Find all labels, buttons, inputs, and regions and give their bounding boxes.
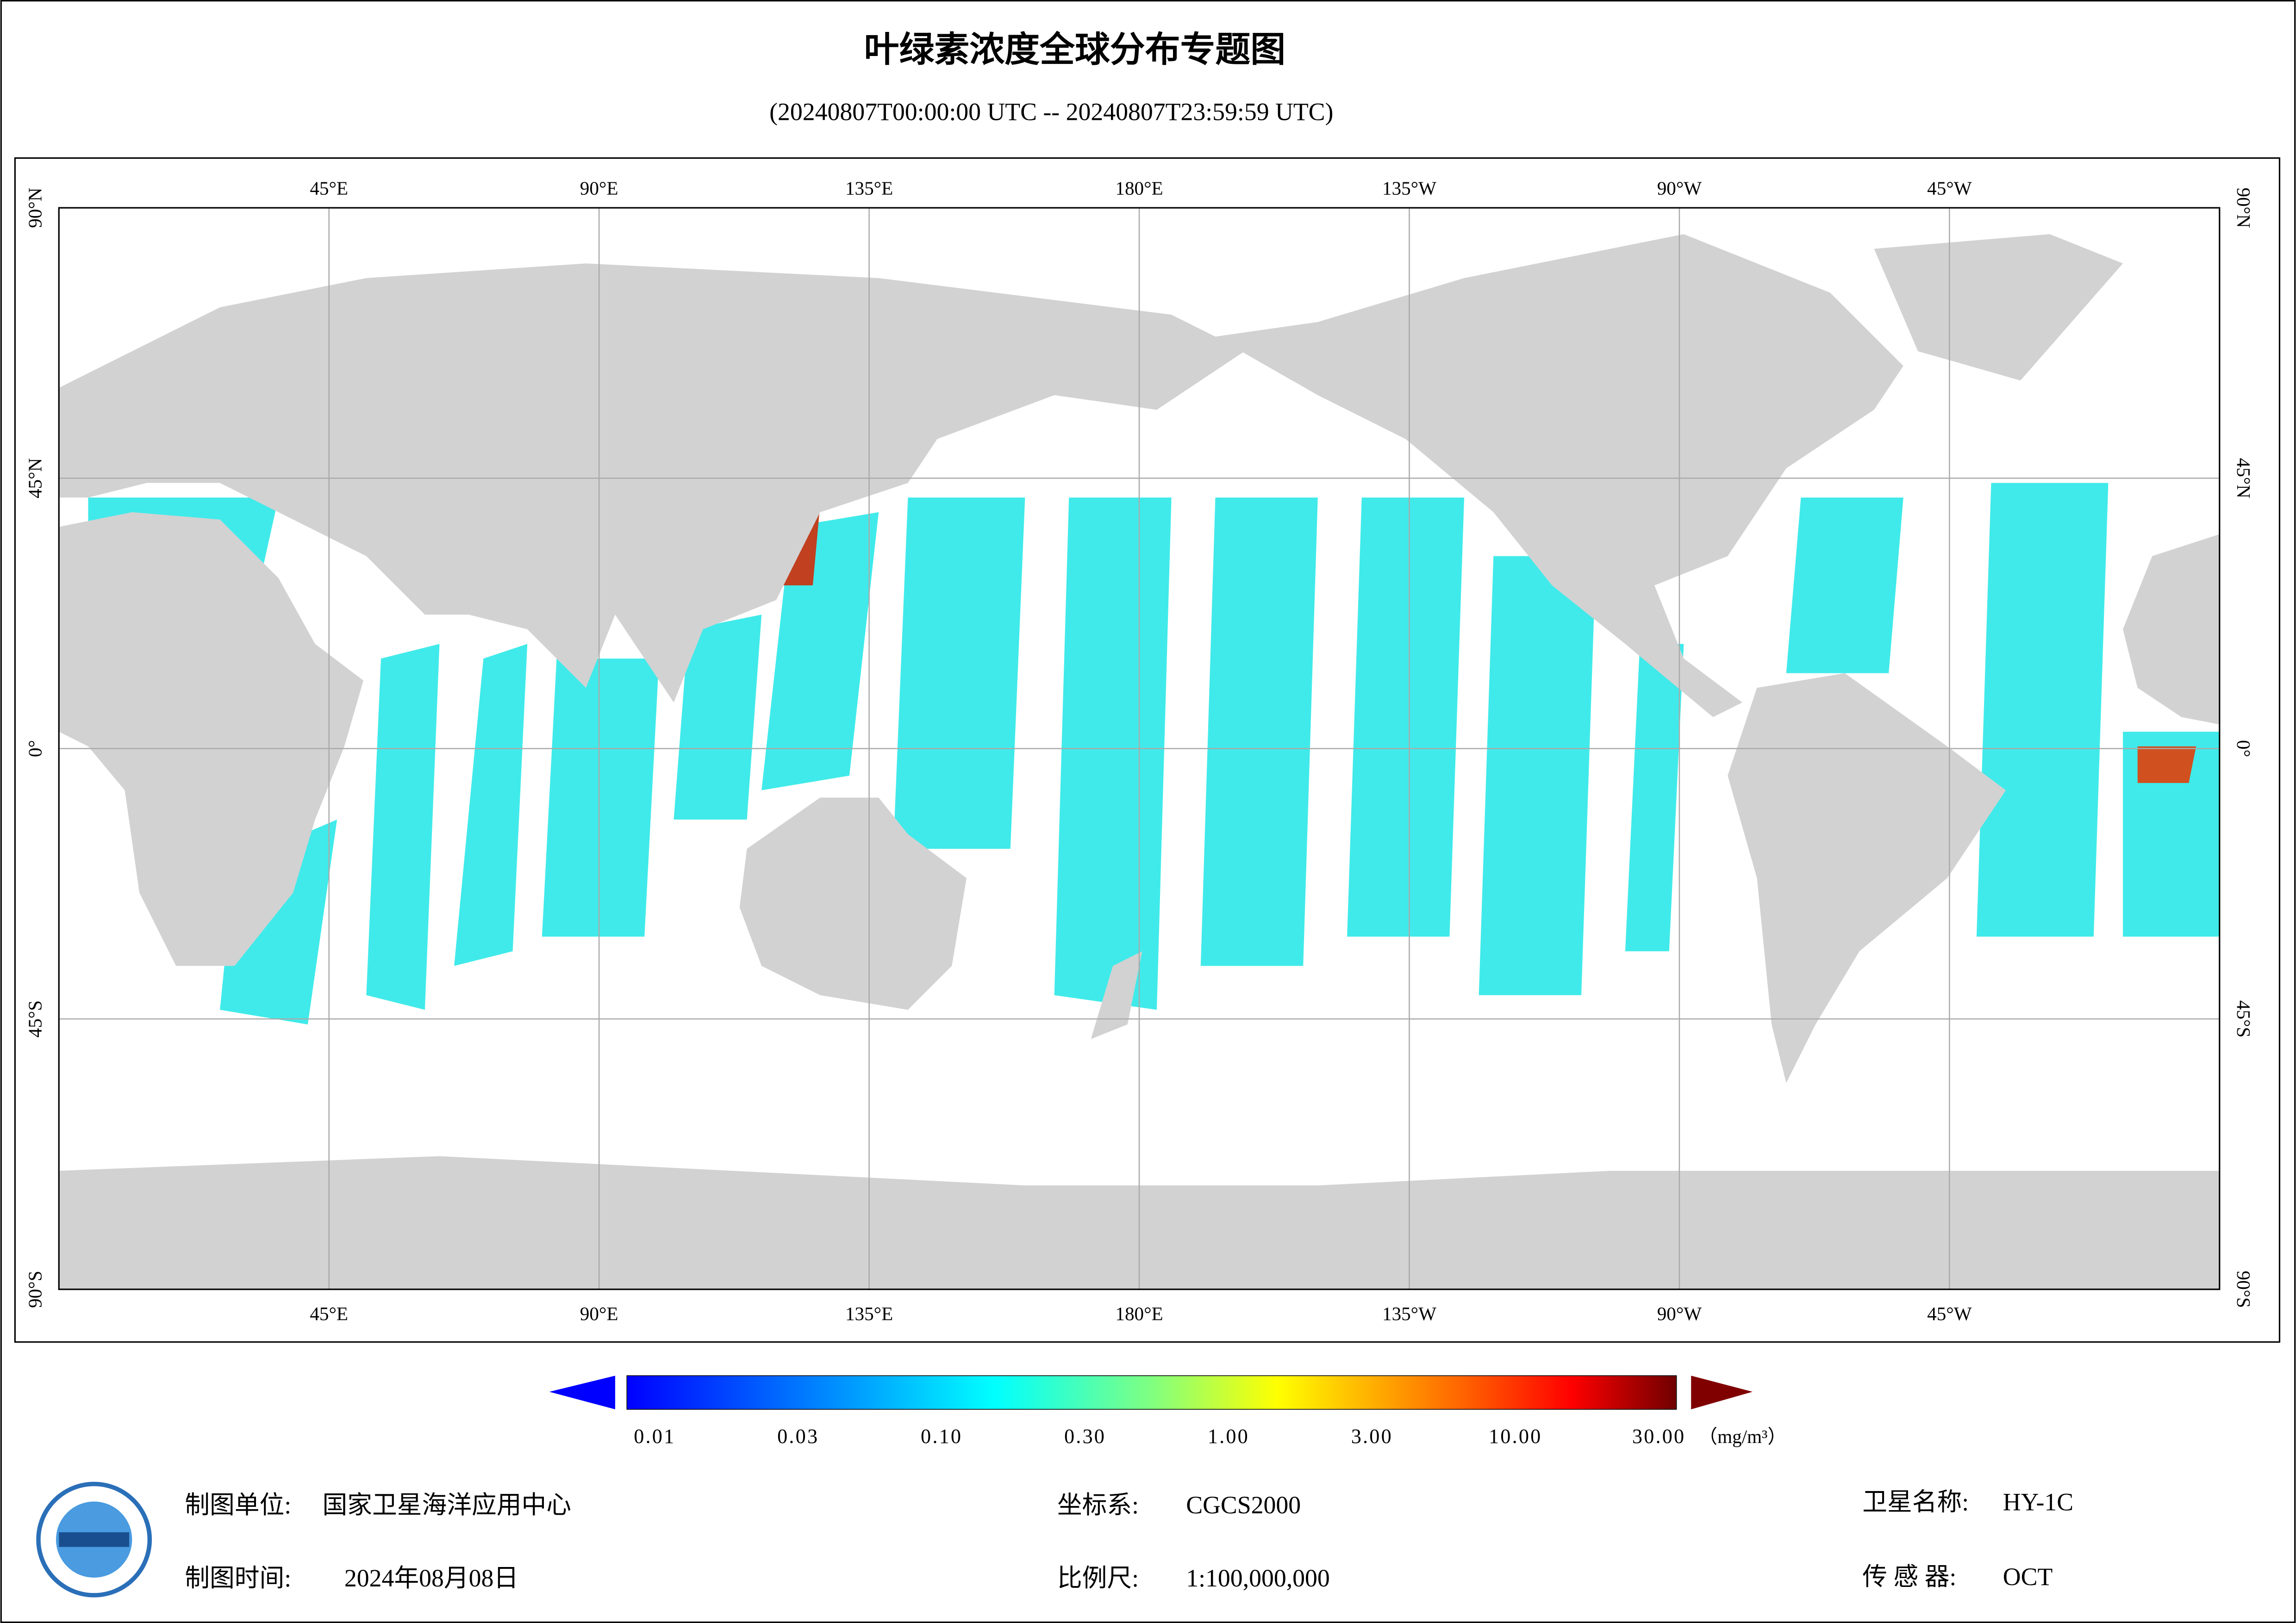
lat-label-right: 0° xyxy=(2233,740,2254,757)
subtitle: (20240807T00:00:00 UTC -- 20240807T23:59… xyxy=(769,98,1333,125)
footer-value: CGCS2000 xyxy=(1186,1491,1301,1519)
colorbar-label: 1.00 xyxy=(1208,1425,1249,1448)
colorbar-label: 0.01 xyxy=(634,1425,675,1448)
colorbar-label: 0.10 xyxy=(921,1425,962,1448)
lat-label-left: 0° xyxy=(24,740,45,757)
lon-label-bottom: 135°W xyxy=(1382,1303,1436,1324)
colorbar-label: 30.00 xyxy=(1632,1425,1685,1448)
lat-label-left: 45°S xyxy=(24,1001,45,1038)
lon-label-bottom: 90°W xyxy=(1657,1303,1702,1324)
lat-label-right: 90°N xyxy=(2233,187,2254,228)
lon-label-bottom: 45°W xyxy=(1927,1303,1972,1324)
lon-label-top: 180°E xyxy=(1115,178,1163,199)
footer-label: 卫星名称: xyxy=(1862,1488,1969,1516)
lon-label-top: 45°W xyxy=(1927,178,1972,199)
colorbar xyxy=(626,1375,1677,1410)
title: 叶绿素浓度全球分布专题图 xyxy=(864,31,1286,69)
lon-label-bottom: 45°E xyxy=(310,1303,348,1324)
footer-value: 2024年08月08日 xyxy=(344,1564,518,1592)
graticule-labels: 45°E 45°E 90°E 90°E 135°E 135°E 180°E 180°E 135°… xyxy=(24,178,2254,1325)
lat-label-left: 90°N xyxy=(24,187,45,228)
colorbar-label: 3.00 xyxy=(1351,1425,1393,1448)
logo xyxy=(36,1481,152,1598)
colorbar-label: 0.30 xyxy=(1064,1425,1106,1448)
colorbar-labels: 0.01 0.03 0.10 0.30 1.00 3.00 10.00 30.00 xyxy=(634,1425,1685,1448)
lat-label-right: 45°N xyxy=(2233,458,2254,498)
graticule xyxy=(59,208,2220,1289)
colorbar-label: 0.03 xyxy=(777,1425,819,1448)
footer-value: OCT xyxy=(2003,1563,2053,1591)
lon-label-top: 90°E xyxy=(580,178,618,199)
colorbar-label: 10.00 xyxy=(1489,1425,1542,1448)
footer-label: 坐标系: xyxy=(1057,1491,1139,1519)
lon-label-top: 90°W xyxy=(1657,178,1702,199)
map-frame xyxy=(14,157,2281,1343)
lat-label-left: 45°N xyxy=(24,458,45,498)
footer-label: 制图单位: xyxy=(185,1491,291,1519)
lat-label-right: 45°S xyxy=(2233,1001,2254,1038)
footer-label: 传 感 器: xyxy=(1862,1563,1956,1591)
colorbar-unit: （mg/m³） xyxy=(1698,1426,1786,1447)
lon-label-top: 135°E xyxy=(845,178,893,199)
lat-label-left: 90°S xyxy=(24,1271,45,1308)
footer-value: 国家卫星海洋应用中心 xyxy=(322,1491,571,1519)
lon-label-bottom: 180°E xyxy=(1115,1303,1163,1324)
footer-value: 1:100,000,000 xyxy=(1186,1564,1330,1592)
footer-label: 比例尺: xyxy=(1057,1564,1139,1592)
map xyxy=(59,208,2220,1289)
lon-label-top: 135°W xyxy=(1382,178,1436,199)
colorbar-low-arrow xyxy=(549,1375,615,1410)
lon-label-bottom: 90°E xyxy=(580,1303,618,1324)
lon-label-top: 45°E xyxy=(310,178,348,199)
lon-label-bottom: 135°E xyxy=(845,1303,893,1324)
footer-label: 制图时间: xyxy=(185,1564,291,1592)
map-border xyxy=(58,207,2221,1290)
footer-value: HY-1C xyxy=(2003,1488,2073,1516)
colorbar-high-arrow xyxy=(1691,1375,1753,1410)
lat-label-right: 90°S xyxy=(2233,1271,2254,1308)
chlorophyll-swaths xyxy=(59,388,2220,1025)
